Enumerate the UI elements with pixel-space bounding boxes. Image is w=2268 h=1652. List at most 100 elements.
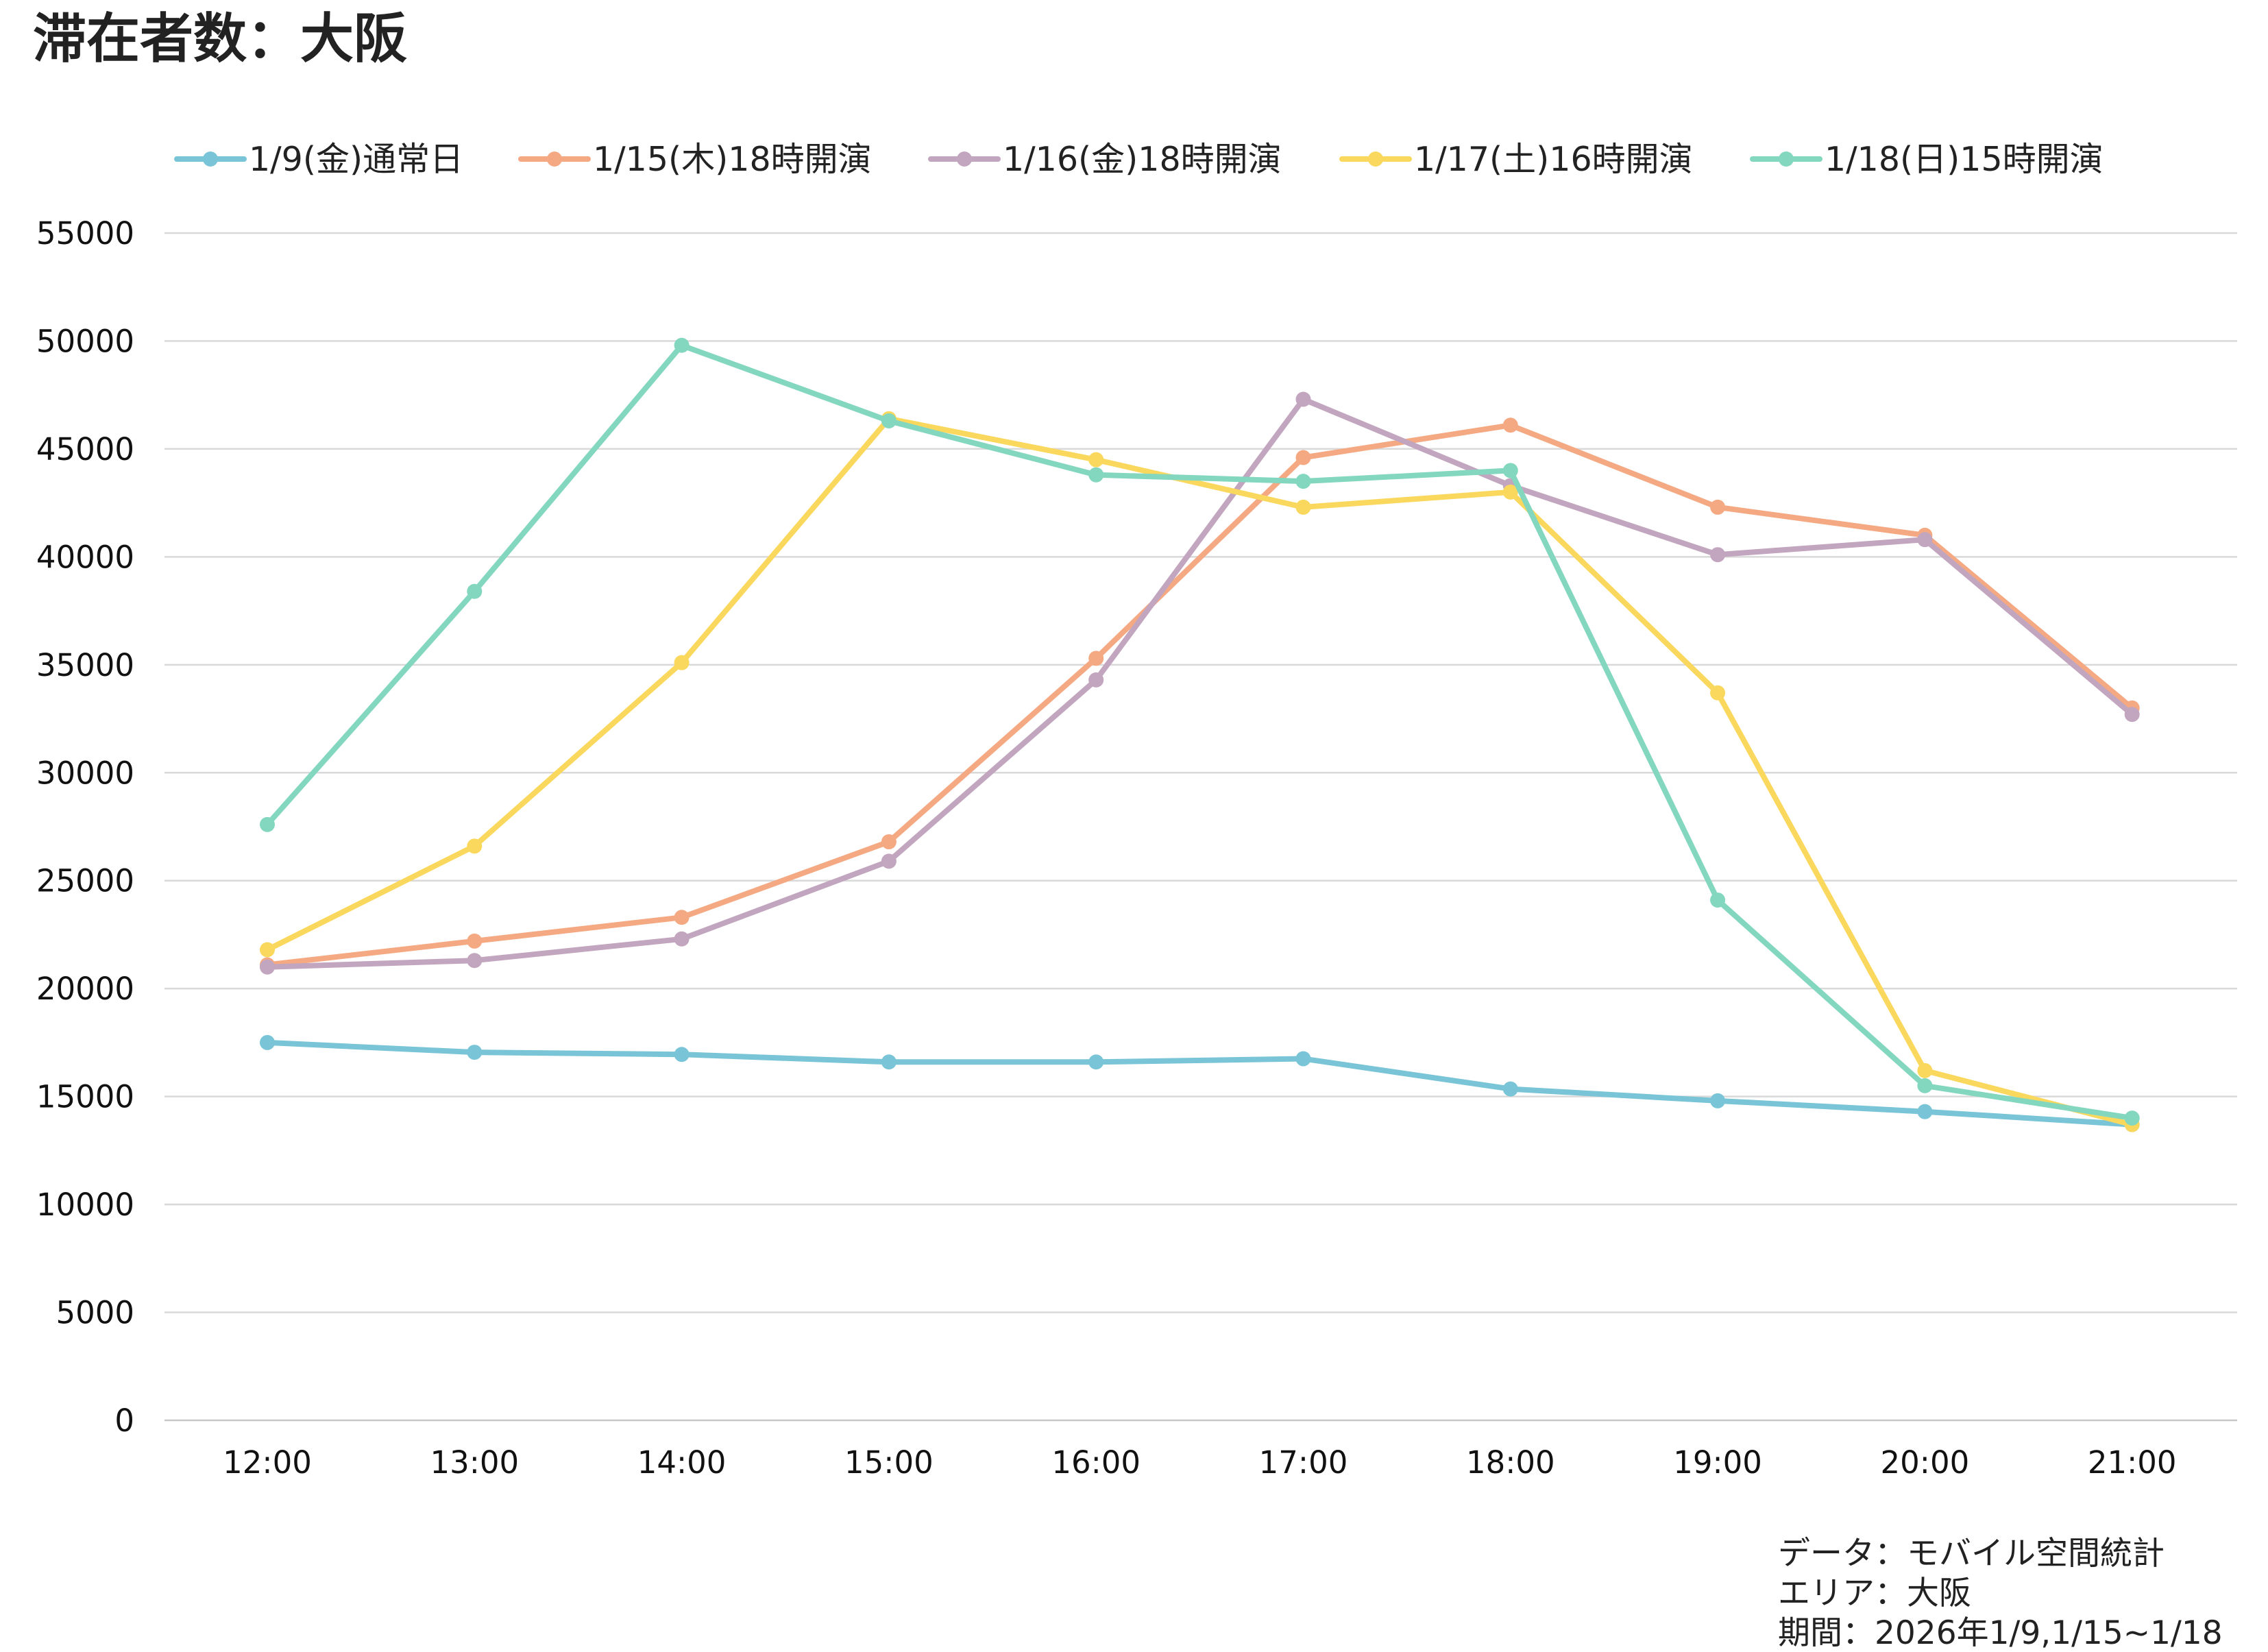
legend-item: 1/18(日)15時開演 — [1750, 140, 2104, 179]
legend-swatch-marker — [1368, 151, 1383, 167]
data-point — [260, 816, 275, 832]
x-tick-label: 16:00 — [1051, 1444, 1141, 1481]
data-point — [2124, 707, 2140, 722]
series-1 — [260, 1034, 2140, 1132]
data-point — [1295, 499, 1311, 515]
data-point — [674, 1047, 690, 1062]
data-point — [881, 1054, 897, 1070]
legend-swatch-marker — [203, 151, 218, 167]
data-point — [674, 931, 690, 947]
x-tick-label: 12:00 — [223, 1444, 312, 1481]
data-point — [1917, 1104, 1933, 1119]
data-point — [260, 942, 275, 958]
x-tick-label: 19:00 — [1673, 1444, 1762, 1481]
data-point — [1710, 547, 1726, 563]
data-point — [881, 834, 897, 850]
y-tick-label: 20000 — [36, 971, 134, 1007]
legend-item: 1/9(金)通常日 — [174, 140, 463, 179]
data-point — [2124, 1110, 2140, 1126]
data-point — [1502, 417, 1518, 433]
data-point — [1088, 651, 1104, 666]
data-point — [1295, 450, 1311, 465]
period-note: 期間：2026年1/9,1/15~1/18 — [1778, 1614, 2223, 1649]
area-note: エリア：大阪 — [1778, 1575, 1971, 1612]
data-point — [1917, 532, 1933, 548]
series-layer — [260, 337, 2140, 1132]
data-point — [1088, 467, 1104, 483]
grid-lines — [164, 232, 2237, 1422]
data-point — [881, 853, 897, 869]
data-point — [1295, 1051, 1311, 1067]
x-tick-label: 15:00 — [844, 1444, 934, 1481]
data-point — [1710, 499, 1726, 515]
data-point — [1088, 1054, 1104, 1070]
y-tick-label: 5000 — [56, 1295, 134, 1331]
legend-swatch-marker — [1779, 151, 1794, 167]
legend-item: 1/15(木)18時開演 — [518, 140, 872, 179]
y-tick-label: 45000 — [36, 431, 134, 467]
data-point — [674, 337, 690, 353]
legend-item: 1/16(金)18時開演 — [928, 140, 1282, 179]
x-tick-label: 21:00 — [2088, 1444, 2177, 1481]
series-line — [265, 396, 2135, 970]
data-point — [1710, 1093, 1726, 1108]
x-tick-label: 13:00 — [430, 1444, 519, 1481]
data-point — [1710, 892, 1726, 908]
y-tick-label: 15000 — [36, 1079, 134, 1115]
legend-swatch-marker — [957, 151, 972, 167]
series-line — [265, 1039, 2135, 1128]
legend: 1/9(金)通常日 1/15(木)18時開演 1/16(金)18時開演 1/17(土)… — [174, 140, 2104, 179]
data-point — [1502, 463, 1518, 478]
data-point — [1710, 685, 1726, 701]
series-line — [265, 422, 2135, 968]
y-tick-label: 25000 — [36, 863, 134, 899]
series-line — [265, 415, 2135, 1128]
x-tick-label: 14:00 — [637, 1444, 727, 1481]
x-axis-tick-labels: 12:00 13:00 14:00 15:00 16:00 17:00 18:00 19:00… — [223, 1444, 2176, 1481]
x-tick-label: 20:00 — [1881, 1444, 1970, 1481]
legend-label: 1/16(金)18時開演 — [1003, 140, 1282, 179]
legend-label: 1/15(木)18時開演 — [593, 140, 872, 179]
data-point — [1917, 1078, 1933, 1093]
data-point — [1917, 1062, 1933, 1078]
data-point — [260, 1034, 275, 1050]
y-tick-label: 10000 — [36, 1187, 134, 1223]
y-tick-label: 40000 — [36, 539, 134, 575]
data-point — [1295, 391, 1311, 407]
data-point — [1088, 452, 1104, 467]
data-point — [467, 933, 483, 949]
legend-swatch-marker — [547, 151, 562, 167]
x-tick-label: 17:00 — [1259, 1444, 1348, 1481]
data-point — [881, 413, 897, 428]
legend-item: 1/17(土)16時開演 — [1339, 140, 1693, 179]
data-point — [467, 1045, 483, 1060]
y-tick-label: 50000 — [36, 323, 134, 359]
x-tick-label: 18:00 — [1466, 1444, 1555, 1481]
data-point — [1295, 474, 1311, 489]
data-point — [467, 953, 483, 969]
y-tick-label: 0 — [114, 1402, 134, 1439]
legend-label: 1/18(日)15時開演 — [1825, 140, 2104, 179]
data-point — [1502, 1081, 1518, 1097]
y-tick-label: 30000 — [36, 755, 134, 791]
y-axis-tick-labels: 0 5000 10000 15000 20000 25000 30000 35000 40000… — [36, 215, 134, 1439]
legend-label: 1/9(金)通常日 — [249, 140, 463, 179]
legend-label: 1/17(土)16時開演 — [1414, 140, 1693, 179]
series-3 — [260, 391, 2140, 975]
data-point — [674, 910, 690, 925]
data-point — [467, 583, 483, 599]
data-point — [1502, 484, 1518, 500]
y-tick-label: 55000 — [36, 215, 134, 252]
source-note: データ：モバイル空間統計 — [1778, 1535, 2165, 1572]
y-tick-label: 35000 — [36, 647, 134, 683]
chart-title: 滞在者数：大阪 — [33, 8, 407, 70]
series-2 — [260, 417, 2140, 973]
data-point — [467, 838, 483, 854]
series-line — [265, 342, 2135, 1121]
data-point — [260, 959, 275, 975]
series-5 — [260, 337, 2140, 1126]
data-point — [1088, 672, 1104, 688]
data-point — [674, 655, 690, 670]
